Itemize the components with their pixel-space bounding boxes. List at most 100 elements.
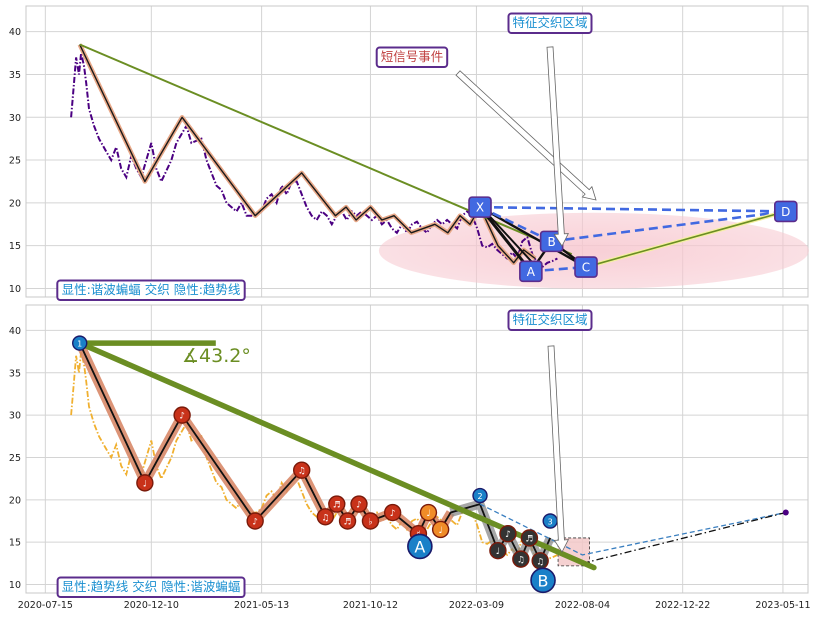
pivot-marker-label: ♬ [343,518,351,528]
harmonic-leg-bd [551,210,786,243]
x-tick-label: 2021-10-12 [343,600,398,611]
pivot-marker-label: ♭ [368,518,372,528]
harmonic-point-label: C [582,261,590,275]
y-tick-label: 35 [9,70,21,81]
pivot-marker-label: ♩ [143,479,147,489]
pivot-marker [350,495,368,513]
y-tick-label: 25 [9,156,21,167]
pivot-marker-label: ♪ [179,412,185,422]
pivot-marker [338,512,357,530]
y-tick-label: 40 [9,27,21,38]
pivot-marker-label: ♫ [536,557,544,567]
zone-arrow-top [546,46,569,247]
y-tick-label: 25 [9,453,21,464]
plot-frame [25,304,809,594]
pivot-marker [520,529,539,547]
zone-label-top-box [507,12,593,34]
pivot-marker [316,508,335,526]
x-tick-label: 2020-12-10 [124,600,179,611]
x-tick-label: 2023-05-11 [755,600,810,611]
harmonic-point-marker [468,196,492,218]
pivot-marker [136,474,154,492]
legend-top-text: 显性:谐波蝙蝠 交织 隐性:趋势线 [62,282,241,297]
harmonic-point-label: A [527,265,536,279]
y-tick-label: 10 [9,580,21,591]
pattern-point-label: B [538,571,549,590]
y-tick-label: 10 [9,284,21,295]
projection-end-dot [782,509,789,516]
pivot-marker-label: ♪ [252,518,258,528]
pivot-marker [499,525,517,543]
harmonic-leg-xa-2 [483,209,538,269]
x-tick-label: 2022-03-09 [449,600,504,611]
pivot-marker [383,503,402,522]
harmonic-point-label: D [781,205,790,219]
pivot-marker [512,550,530,568]
pivot-marker-label: ♩ [496,547,500,557]
harmonic-point-label: X [476,201,484,215]
x-tick-label: 2020-07-15 [18,600,73,611]
projection-dashdot-line [582,511,786,565]
y-tick-label: 15 [9,538,21,549]
pivot-marker-label: 2 [477,492,482,501]
pivot-marker [246,512,264,530]
pivot-marker [173,406,191,424]
harmonic-point-label: B [548,235,556,249]
harmonic-point-marker [519,260,543,283]
plot-frame [25,5,809,298]
y-tick-label: 20 [9,495,21,506]
pivot-marker-label: ♩ [439,526,443,536]
harmonic-point-marker [774,200,798,223]
pivot-marker [361,512,380,530]
event-arrow [455,70,597,201]
x-tick-label: 2022-08-04 [555,600,610,611]
event-label: 短信号事件 [375,46,449,68]
pivot-marker-label: 3 [548,518,553,527]
harmonic-point-marker [574,256,598,278]
zone-label-top-text: 特征交织区域 [512,15,587,30]
x-tick-label: 2021-05-13 [234,600,289,611]
pivot-marker-label: ♫ [298,467,306,477]
y-tick-label: 35 [9,368,21,379]
zone-label-bottom-text: 特征交织区域 [512,312,587,327]
pivot-marker [328,495,346,513]
harmonic-leg-xd [480,205,786,213]
projection-line [585,210,787,268]
pivot-marker-label: 1 [77,340,82,349]
zone-label-bottom: 特征交织区域 [507,309,593,331]
pivot-marker [72,335,88,351]
pivot-marker [419,503,438,522]
angle-label: ∡43.2° [182,345,251,367]
pivot-marker [489,541,507,560]
pivot-marker [293,461,311,479]
harmonic-leg-xc [479,206,587,269]
pivot-marker-label: ♩ [426,509,430,519]
pivot-marker [472,487,488,504]
pivot-marker-label: ♬ [333,501,341,511]
zigzag-line [78,342,552,562]
legend-bottom-box [56,576,246,598]
feature-zone-ellipse [378,212,809,289]
pattern-point-label: A [414,537,425,556]
pivot-marker-label: ♬ [525,534,533,544]
pivot-marker-label: ♪ [356,501,362,511]
pivot-marker-label: ♪ [505,530,511,540]
y-tick-label: 40 [9,326,21,337]
x-tick-label: 2022-12-22 [655,600,710,611]
legend-bottom: 显性:趋势线 交织 隐性:谐波蝙蝠 [56,576,246,598]
y-tick-label: 30 [9,113,21,124]
pivot-marker-label: ♫ [321,513,329,523]
pattern-point-marker [407,533,433,560]
zone-label-top: 特征交织区域 [507,12,593,34]
event-label-text: 短信号事件 [381,49,444,64]
pivot-marker-label: ♫ [517,556,525,566]
pattern-point-marker [530,567,556,594]
y-tick-label: 20 [9,198,21,209]
event-label-box [375,46,449,68]
bottom-panel: 10 15 20 25 30 35 40 2020-07-15 2020-12-10 2021-0… [9,304,811,611]
legend-bottom-text: 显性:趋势线 交织 隐性:谐波蝙蝠 [62,579,241,594]
pivot-marker-label: ♪ [390,509,396,519]
zigzag-line [79,44,536,264]
zone-label-bottom-box [507,309,593,331]
